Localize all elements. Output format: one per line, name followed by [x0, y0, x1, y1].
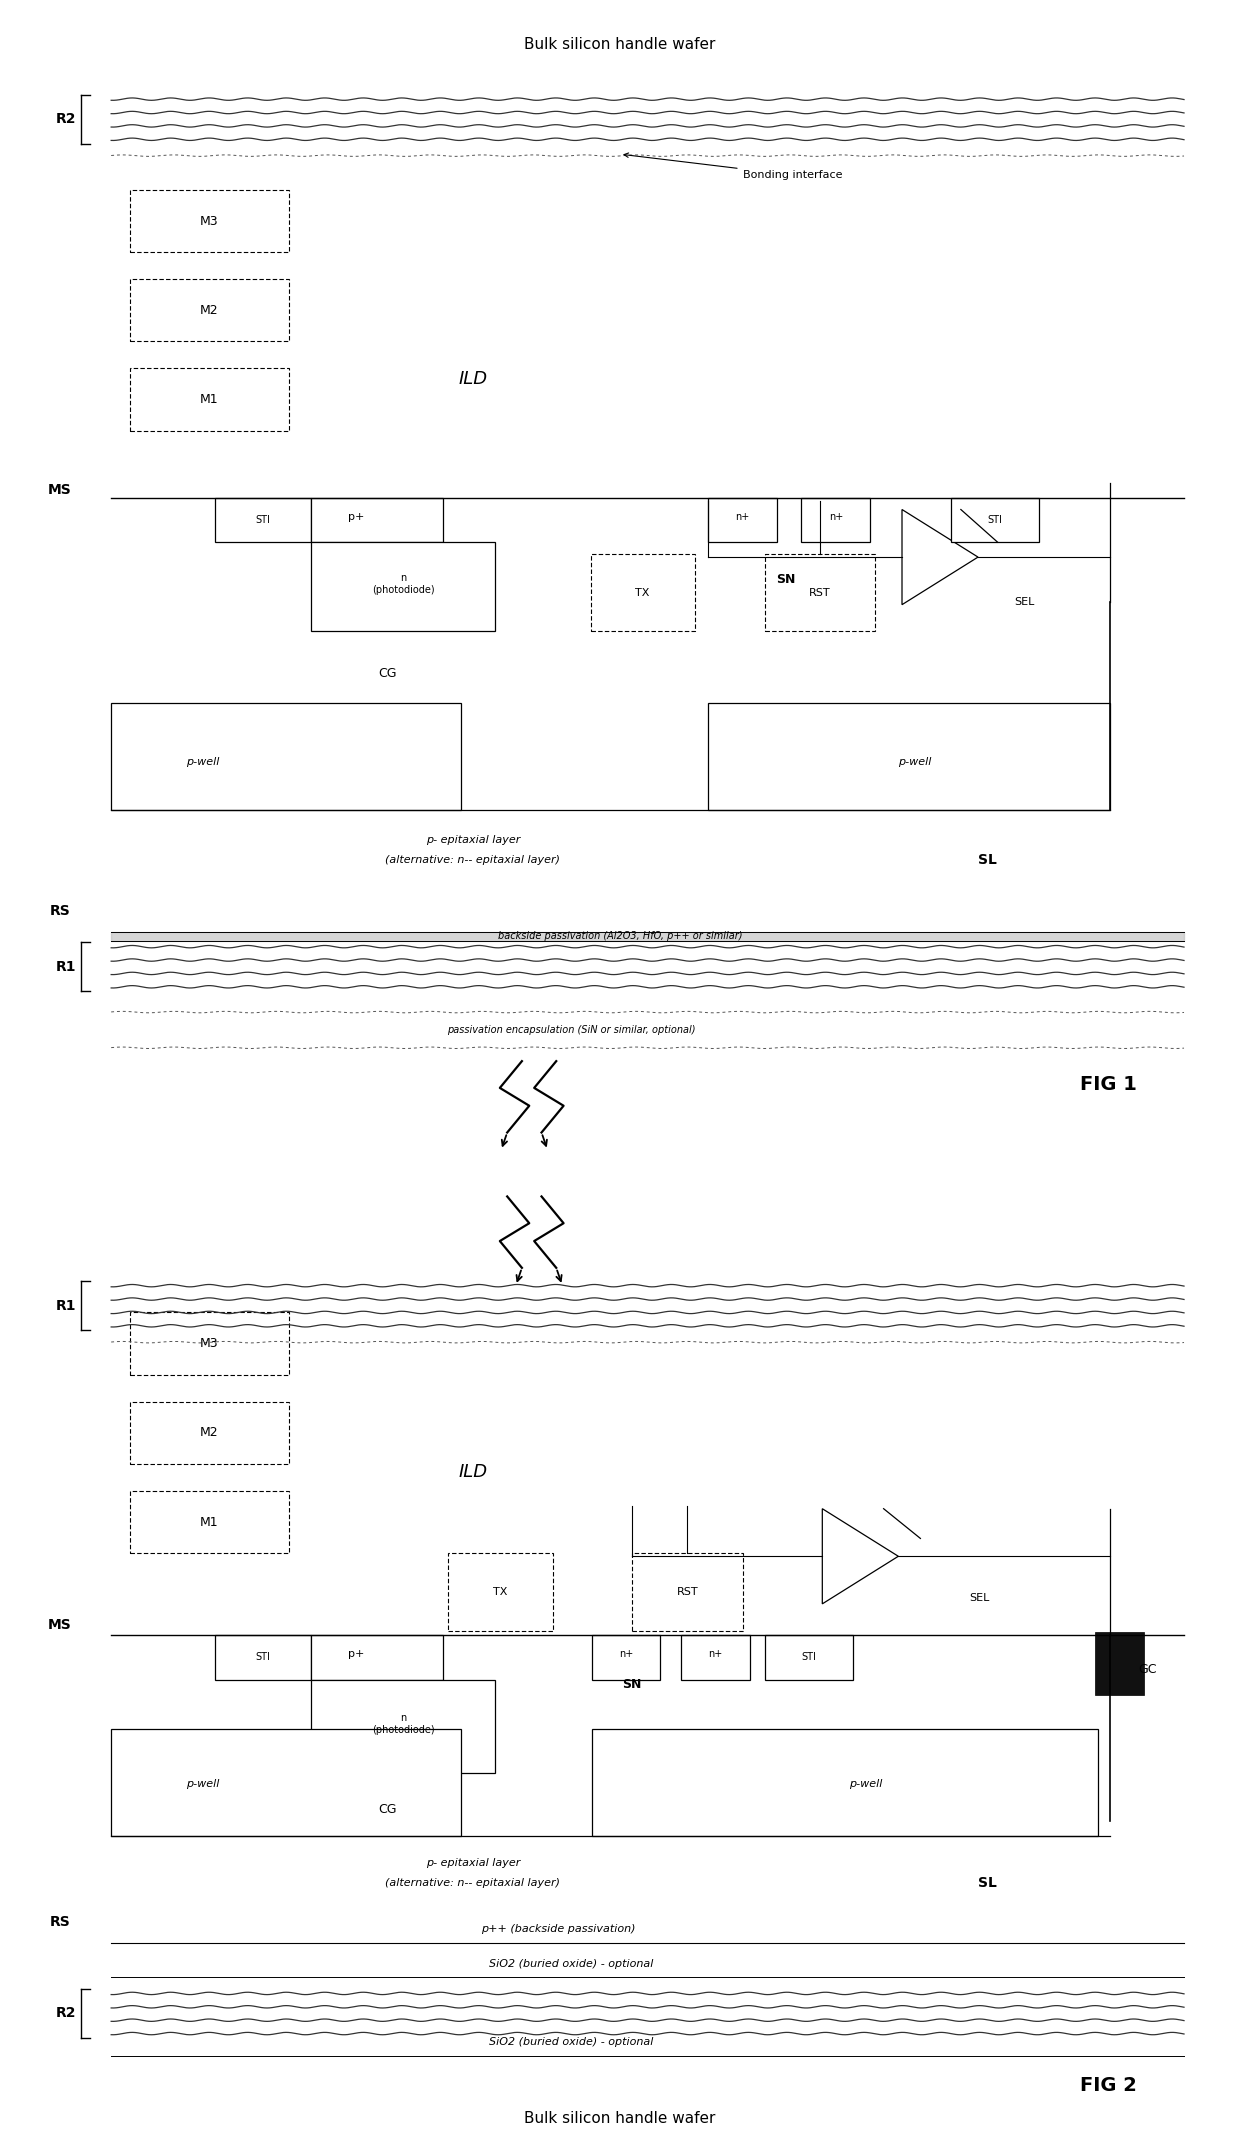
Text: passivation encapsulation (SiN or similar, optional): passivation encapsulation (SiN or simila… [446, 1026, 696, 1034]
Text: M2: M2 [200, 1427, 218, 1440]
Bar [765, 1636, 853, 1679]
Bar [708, 498, 777, 543]
Text: n
(photodiode): n (photodiode) [372, 1713, 434, 1735]
Text: R1: R1 [56, 959, 76, 974]
Text: Bonding interface: Bonding interface [624, 153, 842, 179]
Bar [129, 1401, 289, 1463]
Text: STI: STI [988, 515, 1003, 526]
Text: RS: RS [50, 1916, 69, 1929]
Text: FIG 2: FIG 2 [1080, 2075, 1137, 2095]
Text: RST: RST [808, 588, 831, 597]
Text: Bulk silicon handle wafer: Bulk silicon handle wafer [525, 2110, 715, 2125]
Text: GC: GC [1138, 1664, 1157, 1677]
Bar [801, 498, 870, 543]
Text: SEL: SEL [1014, 597, 1035, 608]
Text: (alternative: n-- epitaxial layer): (alternative: n-- epitaxial layer) [386, 1879, 560, 1888]
Text: SiO2 (buried oxide) - optional: SiO2 (buried oxide) - optional [489, 1959, 653, 1970]
Text: ILD: ILD [459, 1463, 487, 1480]
Bar [112, 703, 460, 810]
Bar [129, 278, 289, 340]
Text: M3: M3 [200, 1336, 218, 1351]
Text: SEL: SEL [970, 1593, 990, 1603]
Bar [311, 543, 495, 631]
Bar [591, 1728, 1099, 1836]
Text: SN: SN [776, 573, 795, 586]
Text: TX: TX [492, 1586, 507, 1597]
Text: SL: SL [978, 853, 997, 868]
Bar [129, 1491, 289, 1554]
Text: p-well: p-well [186, 1778, 219, 1789]
Text: MS: MS [48, 1618, 72, 1631]
Text: M1: M1 [200, 1515, 218, 1528]
Bar [708, 703, 1111, 810]
Bar [216, 1636, 311, 1679]
Text: p- epitaxial layer: p- epitaxial layer [425, 834, 520, 845]
Text: ILD: ILD [459, 371, 487, 388]
Text: STI: STI [255, 1653, 270, 1662]
Bar [951, 498, 1039, 543]
Text: CG: CG [378, 1802, 397, 1815]
Text: n
(photodiode): n (photodiode) [372, 573, 434, 595]
Bar [449, 1554, 553, 1631]
Text: p- epitaxial layer: p- epitaxial layer [425, 1858, 520, 1868]
Text: SL: SL [978, 1877, 997, 1890]
Bar [681, 1636, 750, 1679]
Bar [1095, 1631, 1143, 1694]
Text: SN: SN [622, 1677, 642, 1692]
Bar [216, 498, 311, 543]
Text: R1: R1 [56, 1299, 76, 1312]
Text: CG: CG [378, 666, 397, 679]
Text: p++ (backside passivation): p++ (backside passivation) [481, 1924, 636, 1935]
Bar [311, 498, 444, 543]
Text: (alternative: n-- epitaxial layer): (alternative: n-- epitaxial layer) [386, 856, 560, 866]
Text: n+: n+ [828, 513, 843, 522]
Text: p-well: p-well [848, 1778, 882, 1789]
Text: p-well: p-well [898, 756, 931, 767]
Bar [311, 1679, 495, 1774]
Text: p+: p+ [348, 1649, 365, 1659]
Bar [632, 1554, 743, 1631]
Text: TX: TX [635, 588, 650, 597]
Text: p+: p+ [348, 513, 365, 522]
Bar [129, 190, 289, 252]
Bar [129, 369, 289, 431]
Text: n+: n+ [735, 513, 750, 522]
Bar [765, 554, 875, 631]
Text: n+: n+ [619, 1649, 634, 1659]
Text: STI: STI [255, 515, 270, 526]
Text: SiO2 (buried oxide) - optional: SiO2 (buried oxide) - optional [489, 2036, 653, 2047]
Text: M2: M2 [200, 304, 218, 317]
Text: R2: R2 [56, 112, 76, 127]
Bar [311, 1636, 444, 1679]
Text: p-well: p-well [186, 756, 219, 767]
Text: RS: RS [50, 903, 69, 918]
Bar [129, 1312, 289, 1375]
Text: M3: M3 [200, 216, 218, 228]
Text: FIG 1: FIG 1 [1080, 1075, 1137, 1095]
Text: RST: RST [677, 1586, 698, 1597]
Bar [591, 1636, 661, 1679]
Bar [112, 1728, 460, 1836]
Text: M1: M1 [200, 392, 218, 405]
Text: MS: MS [48, 483, 72, 498]
Text: R2: R2 [56, 2006, 76, 2021]
Bar [590, 554, 694, 631]
Text: backside passivation (Al2O3, HfO, p++ or similar): backside passivation (Al2O3, HfO, p++ or… [497, 931, 743, 942]
Text: Bulk silicon handle wafer: Bulk silicon handle wafer [525, 37, 715, 52]
Text: STI: STI [801, 1653, 816, 1662]
Text: n+: n+ [708, 1649, 723, 1659]
